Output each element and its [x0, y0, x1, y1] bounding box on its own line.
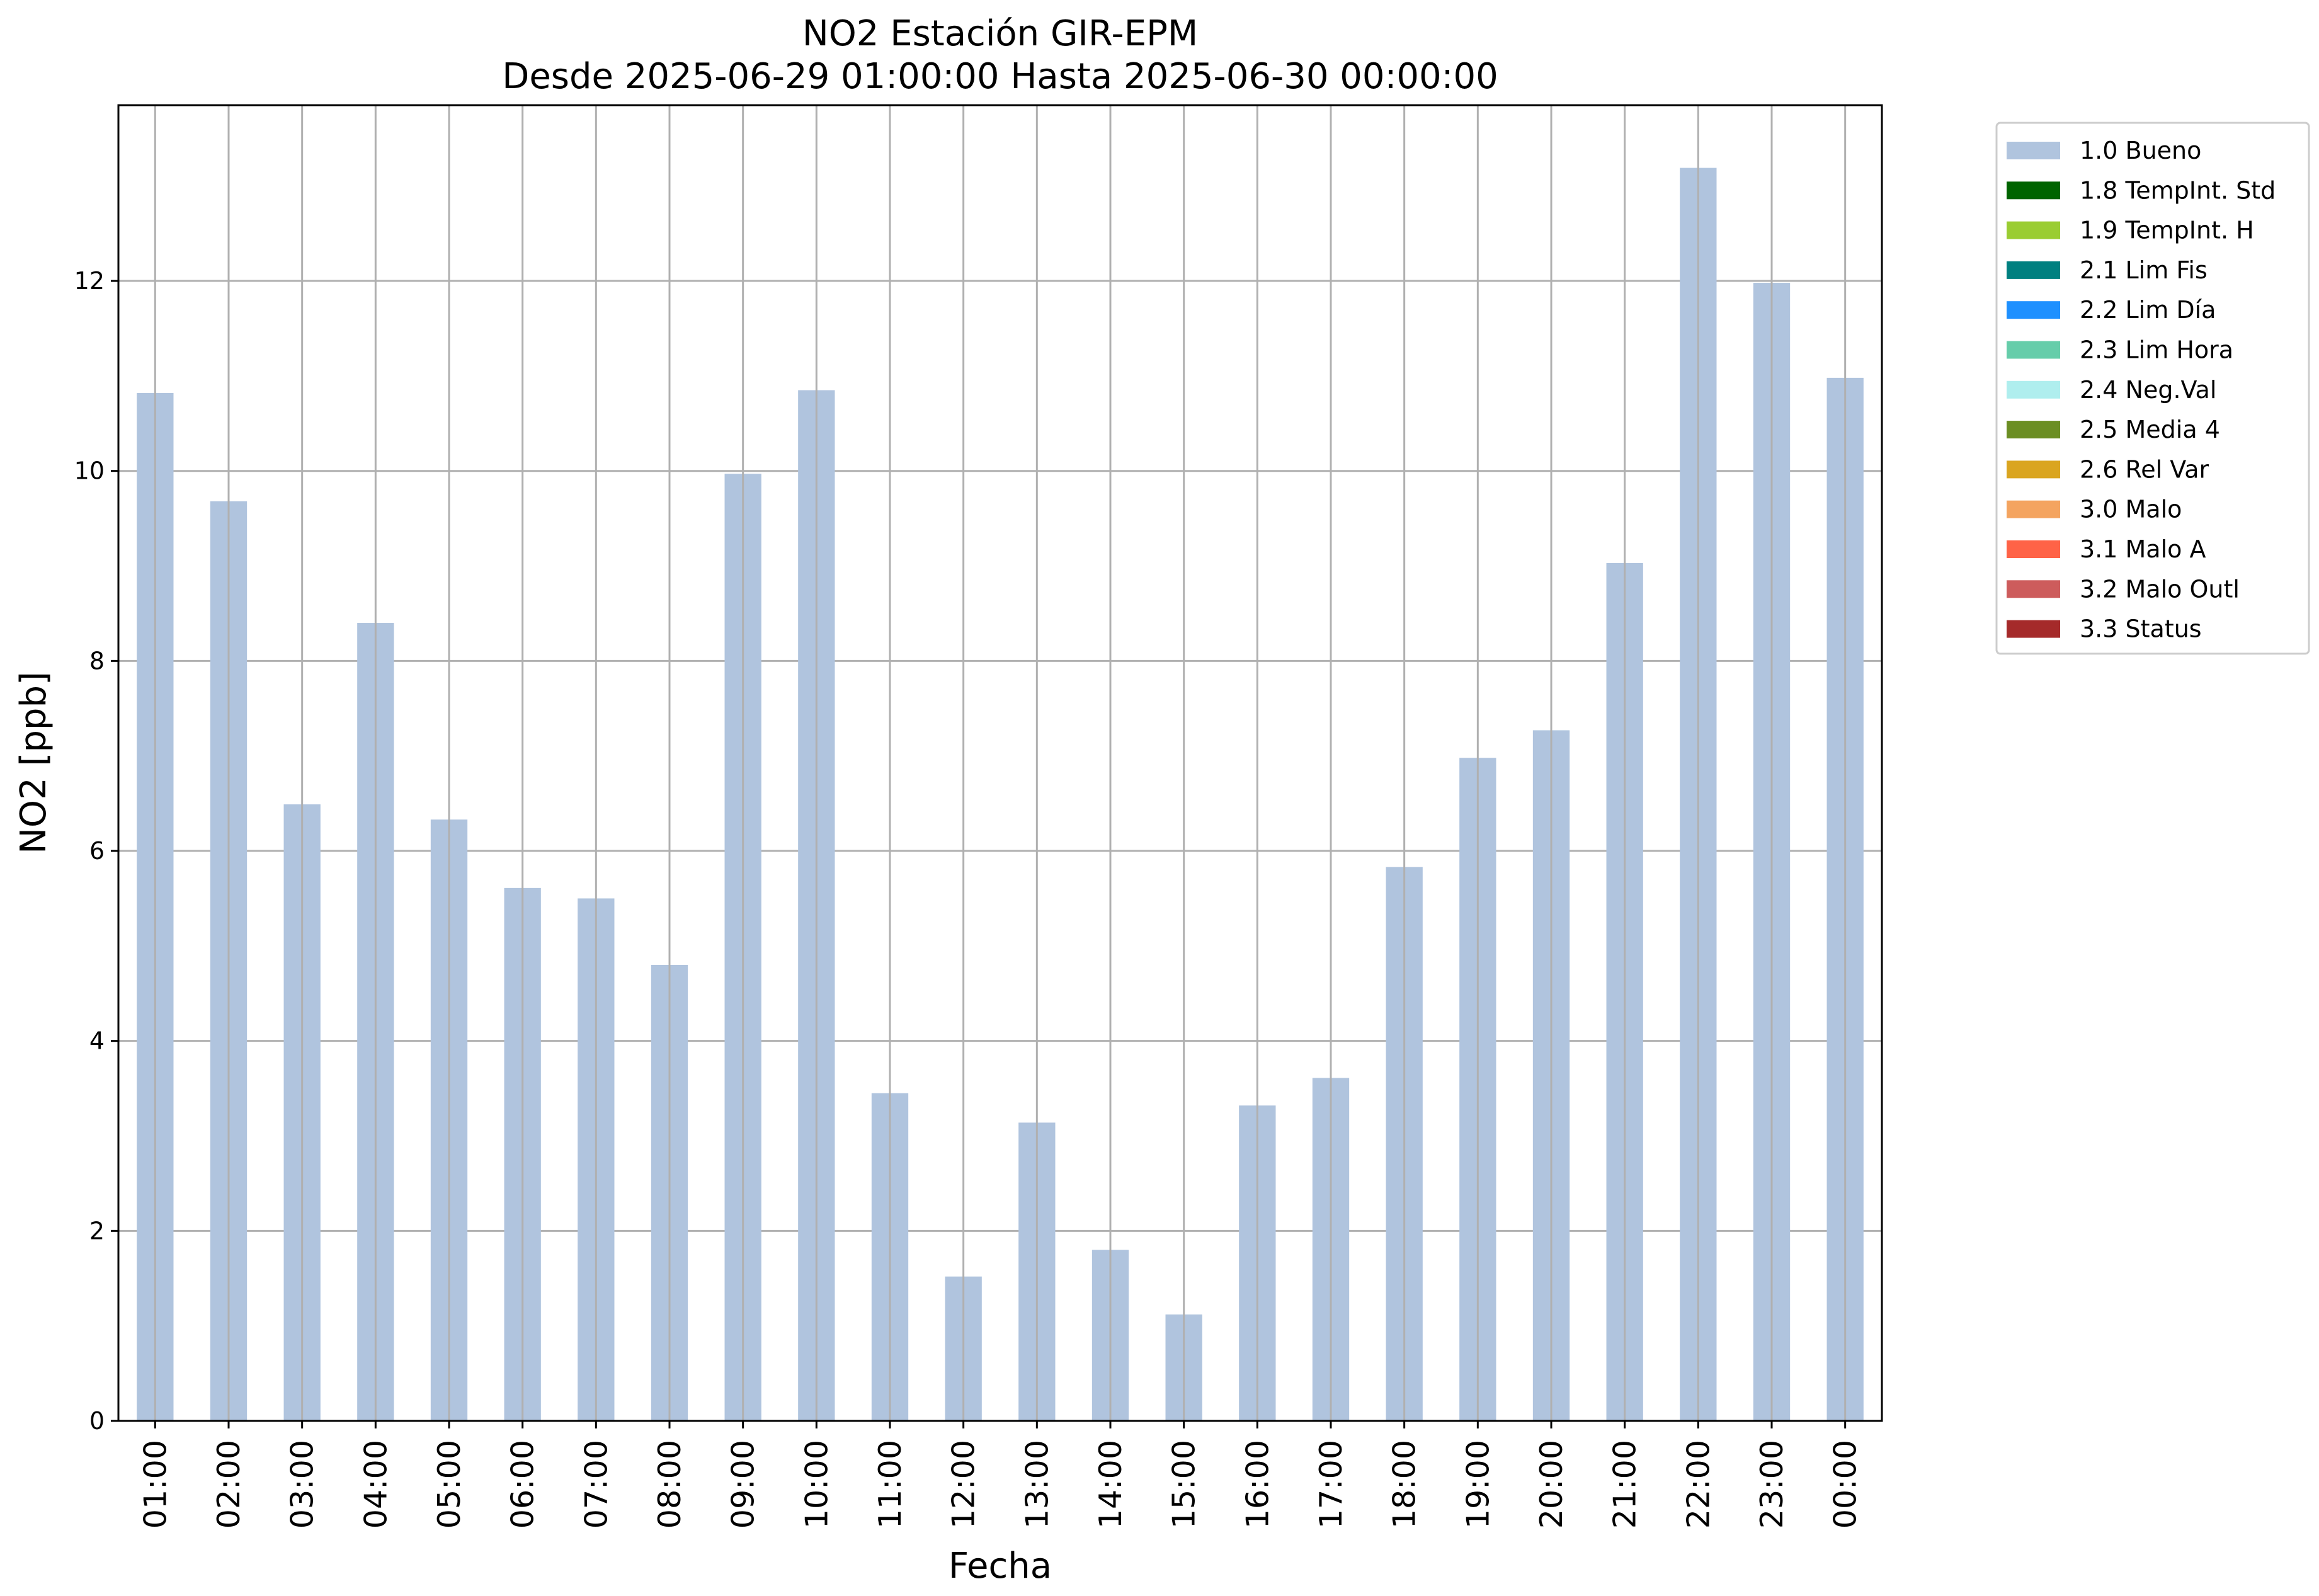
x-tick-label: 06:00 [505, 1440, 541, 1529]
legend-swatch [2007, 540, 2060, 558]
legend-swatch [2007, 500, 2060, 518]
legend-label: 3.3 Status [2080, 615, 2202, 643]
y-tick-label: 6 [89, 837, 105, 865]
legend-box [1995, 122, 2310, 655]
legend-swatch [2007, 620, 2060, 638]
legend-label: 2.1 Lim Fis [2080, 256, 2208, 284]
x-tick-label: 09:00 [726, 1440, 761, 1529]
x-tick-label: 15:00 [1166, 1440, 1202, 1529]
legend-label: 1.9 TempInt. H [2080, 217, 2254, 244]
legend-swatch [2007, 181, 2060, 200]
legend-label: 1.8 TempInt. Std [2080, 176, 2276, 204]
bars [137, 105, 1864, 1422]
x-tick-label: 11:00 [872, 1440, 908, 1529]
legend-swatch [2007, 580, 2060, 598]
x-tick-label: 04:00 [358, 1440, 394, 1529]
legend-label: 2.3 Lim Hora [2080, 336, 2233, 364]
legend-swatch [2007, 301, 2060, 319]
x-tick-label: 16:00 [1239, 1440, 1275, 1529]
legend: 1.0 Bueno 1.8 TempInt. Std 1.9 TempInt. H 2… [1995, 122, 2310, 655]
legend-swatch [2007, 460, 2060, 479]
legend-label: 3.0 Malo [2080, 496, 2182, 523]
x-tick-label: 20:00 [1534, 1440, 1570, 1529]
legend-swatch [2007, 221, 2060, 239]
y-tick-label: 0 [89, 1407, 105, 1435]
legend-label: 2.4 Neg.Val [2080, 376, 2216, 404]
x-tick-label: 22:00 [1680, 1440, 1716, 1529]
x-tick-label: 13:00 [1019, 1440, 1055, 1529]
y-tick-label: 10 [74, 457, 105, 485]
y-tick-label: 2 [89, 1217, 105, 1245]
grid [118, 280, 1882, 1422]
legend-label: 2.2 Lim Día [2080, 296, 2216, 324]
plot-frame [117, 104, 1883, 1422]
x-tick-label: 12:00 [946, 1440, 982, 1529]
y-axis-ticks: 0 2 4 6 8 10 12 [74, 267, 118, 1435]
x-tick-label: 05:00 [431, 1440, 467, 1529]
legend-label: 3.2 Malo Outl [2080, 575, 2240, 603]
x-tick-label: 10:00 [799, 1440, 835, 1529]
legend-swatch [2007, 380, 2060, 399]
y-tick-label: 12 [74, 267, 105, 295]
x-tick-label: 19:00 [1460, 1440, 1496, 1529]
legend-label: 1.0 Bueno [2080, 137, 2201, 164]
x-tick-label: 08:00 [652, 1440, 688, 1529]
x-tick-label: 17:00 [1313, 1440, 1349, 1529]
y-tick-label: 4 [89, 1027, 105, 1055]
chart-title: NO2 Estación GIR-EPM [802, 13, 1198, 54]
x-tick-label: 00:00 [1828, 1440, 1864, 1529]
legend-label: 2.6 Rel Var [2080, 455, 2209, 483]
legend-swatch [2007, 341, 2060, 359]
x-tick-label: 03:00 [285, 1440, 321, 1529]
legend-label: 3.1 Malo A [2080, 535, 2206, 563]
y-tick-label: 8 [89, 647, 105, 675]
chart-subtitle: Desde 2025-06-29 01:00:00 Hasta 2025-06-… [502, 56, 1498, 97]
x-axis-ticks: 01:00 02:00 03:00 04:00 05:00 06:00 07:00 08:00… [137, 1421, 1864, 1529]
legend-swatch [2007, 142, 2060, 159]
x-tick-label: 14:00 [1093, 1440, 1129, 1529]
legend-label: 2.5 Media 4 [2080, 416, 2220, 443]
y-axis-label: NO2 [ppb] [13, 671, 54, 854]
x-tick-label: 23:00 [1754, 1440, 1790, 1529]
x-axis-label: Fecha [949, 1546, 1052, 1587]
x-tick-label: 21:00 [1607, 1440, 1643, 1529]
legend-swatch [2007, 421, 2060, 439]
x-tick-label: 18:00 [1387, 1440, 1423, 1529]
legend-swatch [2007, 261, 2060, 279]
x-tick-label: 07:00 [578, 1440, 614, 1529]
x-tick-label: 01:00 [137, 1440, 173, 1529]
x-tick-label: 02:00 [211, 1440, 247, 1529]
